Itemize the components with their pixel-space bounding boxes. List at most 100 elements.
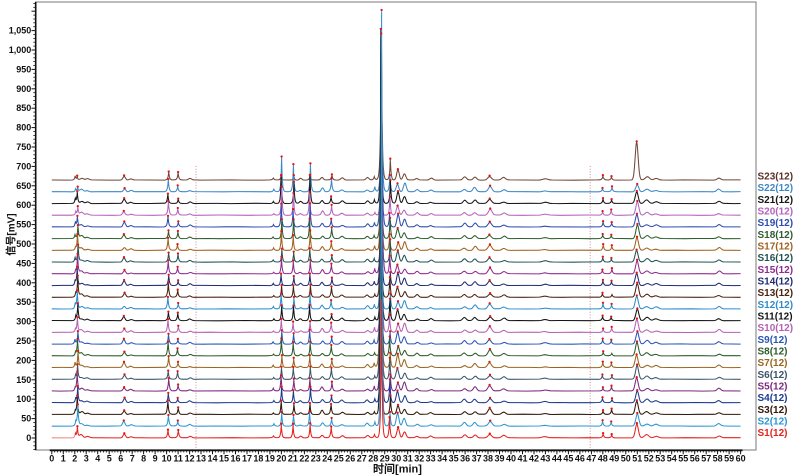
svg-text:S17(12): S17(12) <box>758 242 794 253</box>
svg-text:49: 49 <box>609 454 619 464</box>
svg-text:30: 30 <box>391 454 401 464</box>
svg-text:S1(12): S1(12) <box>758 428 788 439</box>
svg-text:40: 40 <box>506 454 516 464</box>
svg-text:38: 38 <box>483 454 493 464</box>
svg-text:时间[min]: 时间[min] <box>373 462 422 476</box>
svg-text:47: 47 <box>586 454 596 464</box>
svg-text:700: 700 <box>16 161 31 171</box>
svg-text:60: 60 <box>736 454 746 464</box>
svg-text:500: 500 <box>16 239 31 249</box>
svg-text:14: 14 <box>207 454 217 464</box>
svg-text:41: 41 <box>517 454 527 464</box>
svg-text:1,000: 1,000 <box>9 45 32 55</box>
svg-text:S15(12): S15(12) <box>758 265 794 276</box>
svg-text:25: 25 <box>334 454 344 464</box>
svg-text:45: 45 <box>563 454 573 464</box>
svg-text:59: 59 <box>724 454 734 464</box>
svg-text:18: 18 <box>253 454 263 464</box>
svg-text:S18(12): S18(12) <box>758 230 794 241</box>
svg-text:S22(12): S22(12) <box>758 183 794 194</box>
svg-text:S14(12): S14(12) <box>758 277 794 288</box>
svg-text:0: 0 <box>26 433 31 443</box>
svg-text:S13(12): S13(12) <box>758 288 794 299</box>
svg-text:33: 33 <box>426 454 436 464</box>
svg-text:1: 1 <box>61 454 66 464</box>
svg-text:56: 56 <box>690 454 700 464</box>
svg-text:950: 950 <box>16 64 31 74</box>
svg-text:31: 31 <box>403 454 413 464</box>
svg-text:55: 55 <box>678 454 688 464</box>
svg-text:200: 200 <box>16 355 31 365</box>
svg-text:S9(12): S9(12) <box>758 335 788 346</box>
svg-text:50: 50 <box>621 454 631 464</box>
svg-text:19: 19 <box>265 454 275 464</box>
svg-text:S8(12): S8(12) <box>758 347 788 358</box>
svg-text:24: 24 <box>322 454 332 464</box>
svg-text:15: 15 <box>219 454 229 464</box>
svg-text:S12(12): S12(12) <box>758 300 794 311</box>
svg-text:52: 52 <box>644 454 654 464</box>
svg-text:S10(12): S10(12) <box>758 323 794 334</box>
svg-text:100: 100 <box>16 394 31 404</box>
svg-text:42: 42 <box>529 454 539 464</box>
svg-text:36: 36 <box>460 454 470 464</box>
svg-text:信号[mV]: 信号[mV] <box>5 213 18 255</box>
svg-text:S5(12): S5(12) <box>758 382 788 393</box>
svg-text:23: 23 <box>311 454 321 464</box>
svg-text:11: 11 <box>173 454 183 464</box>
svg-text:S2(12): S2(12) <box>758 416 788 427</box>
svg-text:46: 46 <box>575 454 585 464</box>
svg-text:16: 16 <box>230 454 240 464</box>
svg-text:S20(12): S20(12) <box>758 207 794 218</box>
svg-text:10: 10 <box>162 454 172 464</box>
svg-text:9: 9 <box>153 454 158 464</box>
svg-text:50: 50 <box>21 414 31 424</box>
svg-text:27: 27 <box>357 454 367 464</box>
svg-text:300: 300 <box>16 317 31 327</box>
svg-text:12: 12 <box>185 454 195 464</box>
svg-text:4: 4 <box>95 454 100 464</box>
svg-text:26: 26 <box>345 454 355 464</box>
svg-text:3: 3 <box>84 454 89 464</box>
svg-text:250: 250 <box>16 336 31 346</box>
svg-text:850: 850 <box>16 103 31 113</box>
svg-text:S11(12): S11(12) <box>758 312 793 323</box>
svg-text:S23(12): S23(12) <box>758 172 794 183</box>
svg-text:17: 17 <box>242 454 252 464</box>
svg-text:57: 57 <box>701 454 711 464</box>
svg-text:51: 51 <box>632 454 642 464</box>
svg-text:13: 13 <box>196 454 206 464</box>
svg-text:53: 53 <box>655 454 665 464</box>
svg-text:1,050: 1,050 <box>9 26 32 36</box>
svg-text:650: 650 <box>16 181 31 191</box>
svg-text:750: 750 <box>16 142 31 152</box>
svg-text:350: 350 <box>16 297 31 307</box>
svg-text:S19(12): S19(12) <box>758 218 794 229</box>
svg-text:8: 8 <box>141 454 146 464</box>
svg-text:5: 5 <box>107 454 112 464</box>
svg-text:550: 550 <box>16 220 31 230</box>
svg-text:S16(12): S16(12) <box>758 253 794 264</box>
svg-text:35: 35 <box>449 454 459 464</box>
svg-text:S6(12): S6(12) <box>758 370 788 381</box>
svg-text:0: 0 <box>49 454 54 464</box>
svg-text:S21(12): S21(12) <box>758 195 794 206</box>
svg-text:600: 600 <box>16 200 31 210</box>
svg-text:34: 34 <box>437 454 447 464</box>
svg-text:S4(12): S4(12) <box>758 393 788 404</box>
svg-text:2: 2 <box>72 454 77 464</box>
svg-text:S7(12): S7(12) <box>758 358 788 369</box>
svg-text:48: 48 <box>598 454 608 464</box>
svg-text:29: 29 <box>380 454 390 464</box>
svg-text:44: 44 <box>552 454 562 464</box>
svg-text:S3(12): S3(12) <box>758 405 788 416</box>
svg-text:39: 39 <box>494 454 504 464</box>
svg-text:37: 37 <box>472 454 482 464</box>
svg-text:7: 7 <box>130 454 135 464</box>
svg-text:32: 32 <box>414 454 424 464</box>
svg-text:400: 400 <box>16 278 31 288</box>
svg-text:43: 43 <box>540 454 550 464</box>
svg-text:900: 900 <box>16 84 31 94</box>
svg-text:150: 150 <box>16 375 31 385</box>
svg-text:21: 21 <box>288 454 298 464</box>
